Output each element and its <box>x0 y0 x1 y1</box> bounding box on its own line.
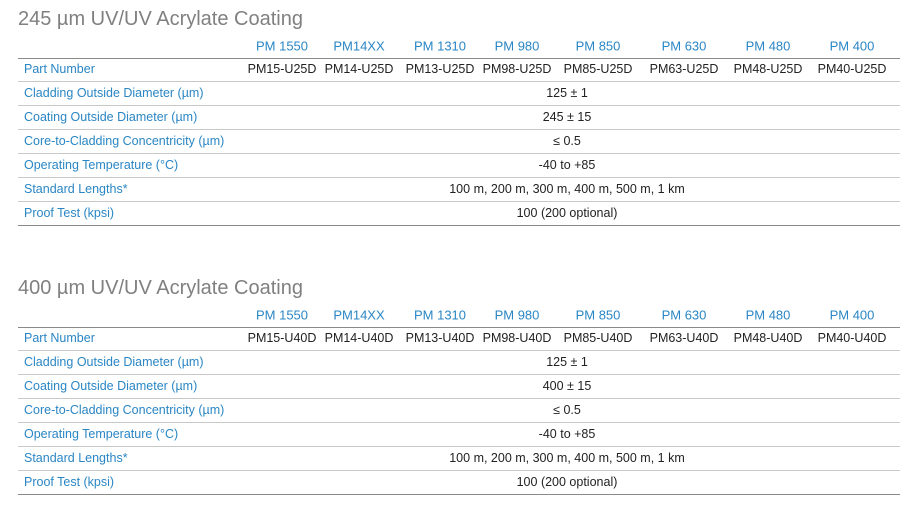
cell-value: PM98-U40D <box>482 330 552 345</box>
row-label: Proof Test (kpsi) <box>24 474 115 489</box>
cell-value: PM85-U40D <box>563 330 633 345</box>
table-title: 245 µm UV/UV Acrylate Coating <box>18 8 303 30</box>
row-label: Proof Test (kpsi) <box>24 205 115 220</box>
row-label: Core-to-Cladding Concentricity (µm) <box>24 402 225 417</box>
row-label: Part Number <box>24 330 95 345</box>
cell-value: ≤ 0.5 <box>553 402 581 417</box>
row-rule <box>18 350 900 351</box>
row-label: Operating Temperature (°C) <box>24 157 179 172</box>
cell-value: 100 m, 200 m, 300 m, 400 m, 500 m, 1 km <box>449 181 685 196</box>
row-label: Part Number <box>24 61 95 76</box>
row-rule <box>18 153 900 154</box>
cell-value: 125 ± 1 <box>546 354 588 369</box>
column-header: PM 1550 <box>255 38 309 54</box>
header-rule <box>18 327 900 328</box>
row-label: Coating Outside Diameter (µm) <box>24 109 198 124</box>
cell-value: -40 to +85 <box>538 426 596 441</box>
cell-value: PM14-U40D <box>324 330 394 345</box>
row-label: Cladding Outside Diameter (µm) <box>24 354 204 369</box>
column-header: PM14XX <box>333 38 385 54</box>
cell-value: PM15-U25D <box>247 61 317 76</box>
cell-value: 100 m, 200 m, 300 m, 400 m, 500 m, 1 km <box>449 450 685 465</box>
column-header: PM 400 <box>829 38 875 54</box>
cell-value: ≤ 0.5 <box>553 133 581 148</box>
column-header: PM 480 <box>745 307 791 323</box>
row-rule <box>18 398 900 399</box>
row-rule <box>18 494 900 495</box>
cell-value: PM15-U40D <box>247 330 317 345</box>
column-header: PM 480 <box>745 38 791 54</box>
column-header: PM 400 <box>829 307 875 323</box>
cell-value: PM63-U40D <box>649 330 719 345</box>
row-rule <box>18 201 900 202</box>
cell-value: 400 ± 15 <box>542 378 592 393</box>
row-rule <box>18 225 900 226</box>
cell-value: PM98-U25D <box>482 61 552 76</box>
column-header: PM 1550 <box>255 307 309 323</box>
row-rule <box>18 470 900 471</box>
column-header: PM 850 <box>575 38 621 54</box>
cell-value: 100 (200 optional) <box>516 205 618 220</box>
cell-value: PM63-U25D <box>649 61 719 76</box>
column-header: PM14XX <box>333 307 385 323</box>
column-header: PM 1310 <box>413 38 467 54</box>
cell-value: 100 (200 optional) <box>516 474 618 489</box>
cell-value: PM40-U25D <box>817 61 887 76</box>
column-header: PM 630 <box>661 307 707 323</box>
row-label: Operating Temperature (°C) <box>24 426 179 441</box>
row-rule <box>18 129 900 130</box>
table-title: 400 µm UV/UV Acrylate Coating <box>18 277 303 299</box>
row-label: Core-to-Cladding Concentricity (µm) <box>24 133 225 148</box>
row-rule <box>18 81 900 82</box>
cell-value: -40 to +85 <box>538 157 596 172</box>
cell-value: 245 ± 15 <box>542 109 592 124</box>
cell-value: 125 ± 1 <box>546 85 588 100</box>
header-rule <box>18 58 900 59</box>
column-header: PM 1310 <box>413 307 467 323</box>
cell-value: PM13-U25D <box>405 61 475 76</box>
row-rule <box>18 374 900 375</box>
row-rule <box>18 105 900 106</box>
row-label: Standard Lengths* <box>24 450 128 465</box>
column-header: PM 980 <box>494 307 540 323</box>
cell-value: PM48-U25D <box>733 61 803 76</box>
cell-value: PM13-U40D <box>405 330 475 345</box>
column-header: PM 850 <box>575 307 621 323</box>
row-label: Cladding Outside Diameter (µm) <box>24 85 204 100</box>
row-label: Standard Lengths* <box>24 181 128 196</box>
row-label: Coating Outside Diameter (µm) <box>24 378 198 393</box>
row-rule <box>18 422 900 423</box>
row-rule <box>18 177 900 178</box>
cell-value: PM85-U25D <box>563 61 633 76</box>
cell-value: PM40-U40D <box>817 330 887 345</box>
row-rule <box>18 446 900 447</box>
cell-value: PM48-U40D <box>733 330 803 345</box>
column-header: PM 630 <box>661 38 707 54</box>
cell-value: PM14-U25D <box>324 61 394 76</box>
column-header: PM 980 <box>494 38 540 54</box>
